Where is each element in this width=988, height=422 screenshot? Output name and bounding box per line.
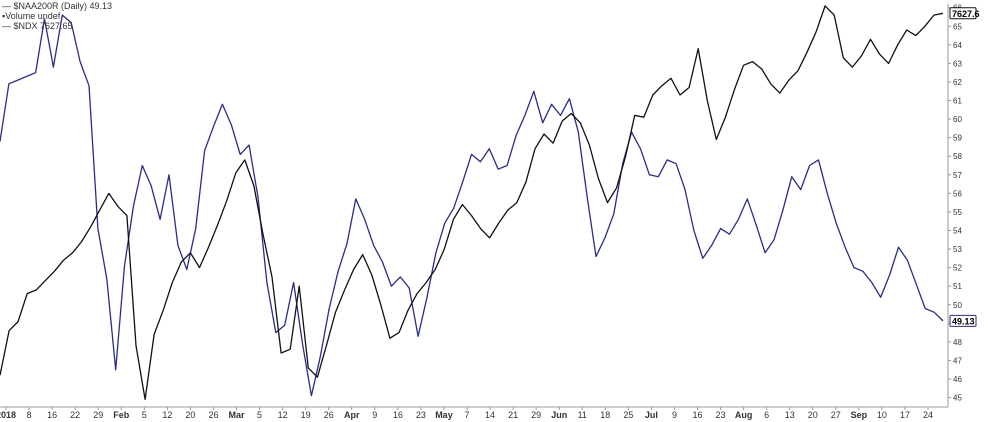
x-tick-label: 12: [278, 410, 288, 420]
y-tick-label: 57: [953, 171, 962, 180]
y-tick-label: 55: [953, 208, 962, 217]
y-tick-label: 61: [953, 97, 962, 106]
series-line-1: [0, 5, 944, 401]
y-tick-label: 63: [953, 59, 962, 68]
x-tick-label: 10: [877, 410, 887, 420]
legend-naa200r: — $NAA200R (Daily) 49.13: [2, 1, 113, 11]
x-tick-label: Feb: [113, 410, 130, 420]
series-line-0: [0, 14, 944, 397]
last-value-labels: 49.13 7627.6: [949, 7, 980, 327]
legend: — $NAA200R (Daily) 49.13 ▪Volume undef —…: [2, 1, 112, 31]
x-tick-label: 8: [27, 410, 32, 420]
x-tick-label: 16: [692, 410, 702, 420]
x-tick-label: 20: [185, 410, 195, 420]
y-axis: 4546474849505152535455565758596061626364…: [948, 4, 962, 403]
x-tick-label: 19: [301, 410, 311, 420]
x-tick-label: 9: [672, 410, 677, 420]
y-tick-label: 54: [953, 226, 962, 235]
y-tick-label: 45: [953, 394, 962, 403]
y-tick-label: 64: [953, 41, 962, 50]
x-tick-label: 2018: [0, 410, 16, 420]
y-tick-label: 62: [953, 78, 962, 87]
y-tick-label: 56: [953, 189, 962, 198]
y-tick-label: 51: [953, 282, 962, 291]
y-tick-label: 47: [953, 356, 962, 365]
y-tick-label: 48: [953, 338, 962, 347]
x-tick-label: 11: [578, 410, 587, 420]
y-tick-label: 52: [953, 264, 962, 273]
x-tick-label: 20: [808, 410, 818, 420]
x-tick-label: 22: [70, 410, 80, 420]
x-tick-label: 24: [923, 410, 933, 420]
x-tick-label: 27: [831, 410, 841, 420]
x-tick-label: 16: [393, 410, 403, 420]
x-tick-label: May: [435, 410, 453, 420]
x-tick-label: 17: [900, 410, 910, 420]
x-tick-label: 29: [93, 410, 103, 420]
last-value-box-0: [949, 314, 977, 327]
y-tick-label: 46: [953, 375, 962, 384]
x-tick-label: 18: [600, 410, 610, 420]
x-tick-label: Jul: [645, 410, 658, 420]
x-tick-label: 23: [716, 410, 726, 420]
x-tick-label: 7: [464, 410, 469, 420]
x-tick-label: Apr: [344, 410, 360, 420]
x-tick-label: 5: [142, 410, 147, 420]
x-tick-label: 23: [416, 410, 426, 420]
x-tick-label: Mar: [228, 410, 245, 420]
y-tick-label: 59: [953, 134, 962, 143]
x-tick-label: 16: [47, 410, 57, 420]
y-tick-label: 65: [953, 22, 962, 31]
x-tick-label: 25: [623, 410, 633, 420]
last-value-label-0: 49.13: [952, 316, 975, 326]
y-tick-label: 50: [953, 301, 962, 310]
series-layer: [0, 5, 944, 401]
x-tick-label: 6: [764, 410, 769, 420]
x-tick-label: Jun: [551, 410, 567, 420]
x-tick-label: 26: [208, 410, 218, 420]
x-tick-label: 21: [508, 410, 518, 420]
last-value-box-1: [949, 7, 977, 20]
y-tick-label: 58: [953, 152, 962, 161]
x-tick-label: Aug: [735, 410, 753, 420]
y-tick-label: 53: [953, 245, 962, 254]
legend-ndx: — $NDX 7627.65: [2, 21, 73, 31]
x-tick-label: Sep: [851, 410, 868, 420]
legend-volume: ▪Volume undef: [2, 11, 61, 21]
x-tick-label: 26: [324, 410, 334, 420]
x-tick-label: 12: [162, 410, 172, 420]
x-tick-label: 9: [372, 410, 377, 420]
x-tick-label: 5: [257, 410, 262, 420]
x-tick-label: 13: [785, 410, 795, 420]
last-value-label-1: 7627.6: [952, 9, 980, 19]
x-axis: 20188162229Feb5122026Mar5121926Apr91623M…: [0, 407, 933, 420]
y-tick-label: 60: [953, 115, 962, 124]
x-tick-label: 14: [485, 410, 495, 420]
x-tick-label: 29: [531, 410, 541, 420]
